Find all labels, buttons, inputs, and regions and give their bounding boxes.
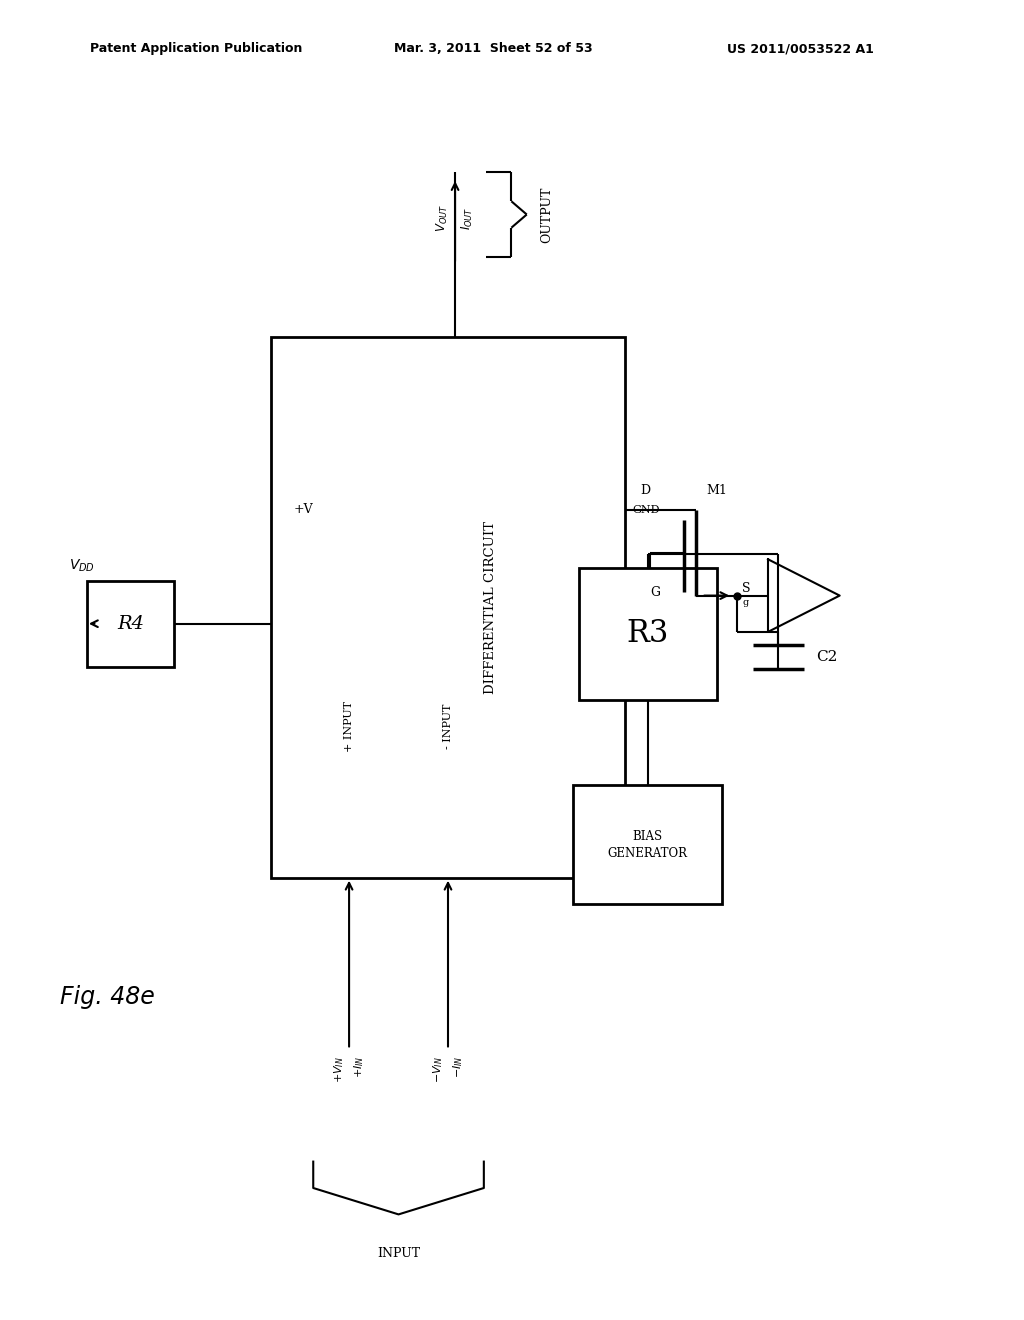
Bar: [579, 568, 717, 700]
Text: $+V_{IN}$: $+V_{IN}$: [332, 1056, 346, 1082]
Text: C2: C2: [816, 649, 838, 664]
Text: Fig. 48e: Fig. 48e: [60, 985, 155, 1008]
Text: $V_{DD}$: $V_{DD}$: [69, 558, 95, 574]
Text: Mar. 3, 2011  Sheet 52 of 53: Mar. 3, 2011 Sheet 52 of 53: [394, 42, 593, 55]
Text: $-I_{IN}$: $-I_{IN}$: [452, 1056, 465, 1078]
Bar: [87, 581, 174, 667]
Text: $-V_{IN}$: $-V_{IN}$: [431, 1056, 444, 1082]
Text: DIFFERENTIAL CIRCUIT: DIFFERENTIAL CIRCUIT: [484, 520, 497, 694]
Bar: [573, 785, 722, 904]
Text: S: S: [742, 582, 751, 595]
Text: $I_{OUT}$: $I_{OUT}$: [460, 206, 475, 230]
Text: R4: R4: [117, 615, 144, 632]
Text: + INPUT: + INPUT: [344, 701, 354, 752]
Bar: [271, 337, 625, 878]
Text: G: G: [650, 586, 660, 599]
Text: g: g: [742, 598, 749, 607]
Text: GND: GND: [633, 504, 660, 515]
Text: US 2011/0053522 A1: US 2011/0053522 A1: [727, 42, 873, 55]
Text: OUTPUT: OUTPUT: [541, 186, 554, 243]
Text: $+I_{IN}$: $+I_{IN}$: [352, 1056, 367, 1078]
Text: Patent Application Publication: Patent Application Publication: [90, 42, 302, 55]
Text: +V: +V: [294, 503, 313, 516]
Text: $V_{OUT}$: $V_{OUT}$: [435, 203, 451, 232]
Text: D: D: [640, 483, 650, 496]
Text: M1: M1: [707, 483, 727, 496]
Text: - INPUT: - INPUT: [443, 704, 453, 748]
Text: R3: R3: [627, 618, 669, 649]
Text: BIAS
GENERATOR: BIAS GENERATOR: [607, 830, 688, 859]
Text: INPUT: INPUT: [377, 1247, 420, 1261]
